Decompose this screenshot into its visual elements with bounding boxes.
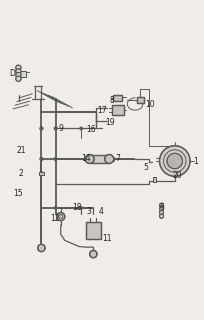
Text: 21: 21: [16, 146, 26, 155]
Text: 8: 8: [109, 96, 113, 106]
Circle shape: [104, 155, 113, 164]
Bar: [136, 97, 143, 103]
Circle shape: [54, 157, 57, 161]
Text: 17: 17: [97, 106, 107, 115]
Bar: [20, 71, 26, 77]
Circle shape: [85, 155, 94, 164]
Text: 5: 5: [143, 163, 148, 172]
Circle shape: [16, 72, 21, 78]
Circle shape: [159, 146, 189, 176]
Circle shape: [79, 127, 82, 130]
Text: 1: 1: [192, 156, 197, 165]
Bar: [111, 105, 123, 115]
Bar: [152, 177, 155, 181]
Text: 3: 3: [86, 207, 91, 216]
Bar: [39, 172, 43, 175]
Circle shape: [159, 211, 163, 215]
Text: 10: 10: [145, 100, 154, 108]
Bar: [136, 97, 143, 103]
Bar: [113, 95, 121, 101]
Circle shape: [159, 203, 163, 207]
Circle shape: [159, 207, 163, 211]
Bar: [20, 71, 26, 77]
Circle shape: [159, 214, 163, 218]
Circle shape: [16, 65, 21, 70]
Text: 20: 20: [171, 171, 181, 180]
Bar: [111, 105, 123, 115]
Circle shape: [79, 206, 82, 209]
Text: 7: 7: [115, 155, 120, 164]
Circle shape: [16, 76, 21, 81]
Circle shape: [166, 153, 182, 169]
Circle shape: [40, 157, 43, 161]
Text: 16: 16: [86, 125, 96, 134]
Circle shape: [40, 127, 43, 130]
Text: 6: 6: [158, 203, 163, 212]
Text: 19: 19: [104, 118, 114, 127]
Circle shape: [16, 69, 21, 74]
Bar: [152, 177, 155, 181]
Text: 4: 4: [99, 207, 103, 216]
Text: 15: 15: [13, 189, 23, 198]
Text: 2: 2: [19, 169, 23, 178]
Bar: [39, 172, 43, 175]
Bar: [85, 222, 101, 239]
Text: 14: 14: [81, 155, 91, 164]
Text: 11: 11: [101, 234, 111, 243]
Bar: [85, 222, 101, 239]
Bar: [89, 155, 109, 163]
Text: D: D: [9, 69, 15, 78]
Bar: [113, 95, 121, 101]
Circle shape: [57, 212, 64, 221]
Circle shape: [40, 172, 43, 175]
Bar: [89, 155, 109, 163]
Circle shape: [89, 251, 96, 258]
Circle shape: [54, 127, 57, 130]
Circle shape: [38, 244, 45, 252]
Text: 9: 9: [58, 124, 63, 133]
Text: 12: 12: [50, 213, 59, 222]
Circle shape: [54, 206, 57, 209]
Text: 18: 18: [72, 203, 81, 212]
